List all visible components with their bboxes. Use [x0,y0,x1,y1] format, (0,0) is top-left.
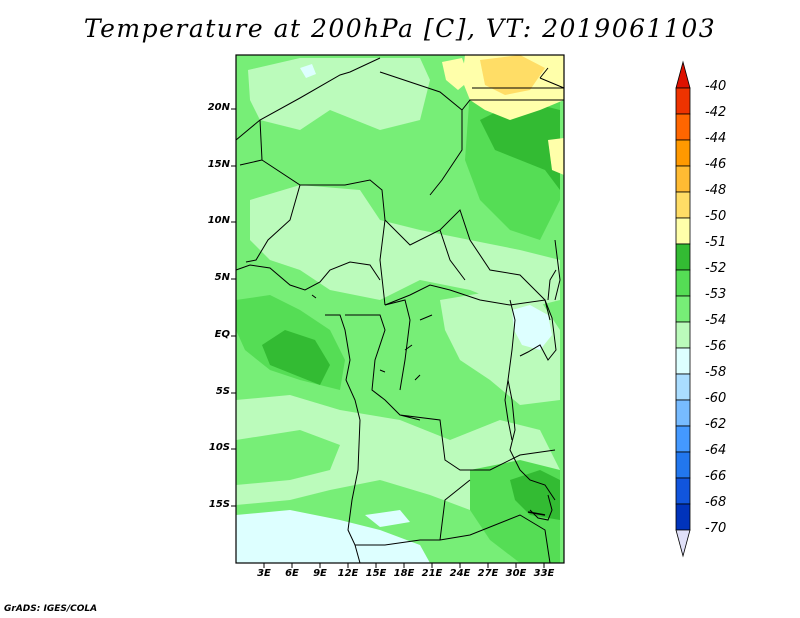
field-mid-green-south [236,430,340,485]
lake-tanganyika [504,379,513,441]
colorbar-label: -64 [705,443,727,458]
lat-label: 20N [207,102,230,113]
colorbar-label: -53 [705,287,727,302]
colorbar-label: -52 [705,261,727,276]
country-borders [235,57,565,564]
field-cyan-patch [300,64,316,78]
colorbar-swatch [675,321,691,349]
lon-label: 21E [421,568,443,579]
colorbar-swatch [675,425,691,453]
colorbar-swatch [675,503,691,531]
colorbar-swatch [675,139,691,167]
colorbar-label: -58 [705,365,727,380]
colorbar-label: -44 [705,131,727,146]
colorbar-label: -51 [705,235,727,250]
lat-ticks [231,108,236,507]
grads-credit: GrADS: IGES/COLA [4,604,98,614]
lon-label: 18E [393,568,415,579]
lat-label: EQ [214,329,230,340]
lat-label: 10N [207,215,230,226]
colorbar-label: -40 [705,79,727,94]
lat-label: 5N [214,272,230,283]
colorbar [675,60,691,558]
lat-label: 15S [208,499,230,510]
lon-ticks [263,563,545,568]
colorbar-swatch [675,295,691,323]
colorbar-label: -50 [705,209,727,224]
colorbar-label: -66 [705,469,727,484]
colorbar-swatch [675,269,691,297]
colorbar-label: -48 [705,183,727,198]
lat-label: 15N [207,159,230,170]
field-pale-yellow-east [548,138,564,175]
colorbar-arrow-top [675,60,691,89]
colorbar-swatch [675,113,691,141]
colorbar-label: -60 [705,391,727,406]
colorbar-swatch [675,165,691,193]
colorbar-label: -42 [705,105,727,120]
lon-label: 24E [449,568,471,579]
field-cyan-southwest [236,510,430,563]
lon-label: 30E [505,568,527,579]
lon-label: 15E [365,568,387,579]
map-frame [235,54,565,564]
colorbar-label: -68 [705,495,727,510]
border-east-lakes [507,299,557,501]
colorbar-swatch [675,347,691,375]
colorbar-arrow-bottom [675,529,691,558]
border-gulf-coast [235,261,381,421]
field-cyan-patch-2 [365,510,410,527]
colorbar-swatch [675,373,691,401]
colorbar-label: -54 [705,313,727,328]
colorbar-swatch [675,399,691,427]
field-dark-green-gulf [262,330,330,385]
field-dark-green-southeast [510,470,560,520]
field-dark-green-northeast [480,100,560,190]
field-cyan-lakes [512,305,552,350]
border-congo [345,299,556,471]
lake-malawi [527,511,546,516]
colorbar-label: -56 [705,339,727,354]
lon-label: 12E [337,568,359,579]
field-yellow-northeast [480,55,545,95]
lake-features [311,294,433,381]
border-west-africa [239,119,386,306]
lon-label: 3E [257,568,271,579]
colorbar-swatch [675,477,691,505]
map-title: Temperature at 200hPa [C], VT: 201906110… [83,14,717,43]
lat-label: 5S [215,386,230,397]
lon-label: 6E [285,568,299,579]
colorbar-swatch [675,451,691,479]
colorbar-label: -70 [705,521,727,536]
field-light-green-sahara [248,58,430,130]
temperature-field [236,55,564,563]
field-pale-yellow-north [442,58,470,90]
colorbar-swatch [675,87,691,115]
lon-label: 9E [313,568,327,579]
field-light-green-central [250,185,560,310]
colorbar-label: -62 [705,417,727,432]
border-east-detail [529,239,561,521]
colorbar-swatch [675,243,691,271]
colorbar-label: -46 [705,157,727,172]
lon-label: 27E [477,568,499,579]
border-southern-africa [347,419,551,564]
colorbar-swatch [675,191,691,219]
border-central-africa [384,209,551,321]
lat-label: 10S [208,442,230,453]
colorbar-swatch [675,217,691,245]
lon-label: 33E [533,568,555,579]
border-sahara [235,57,565,196]
